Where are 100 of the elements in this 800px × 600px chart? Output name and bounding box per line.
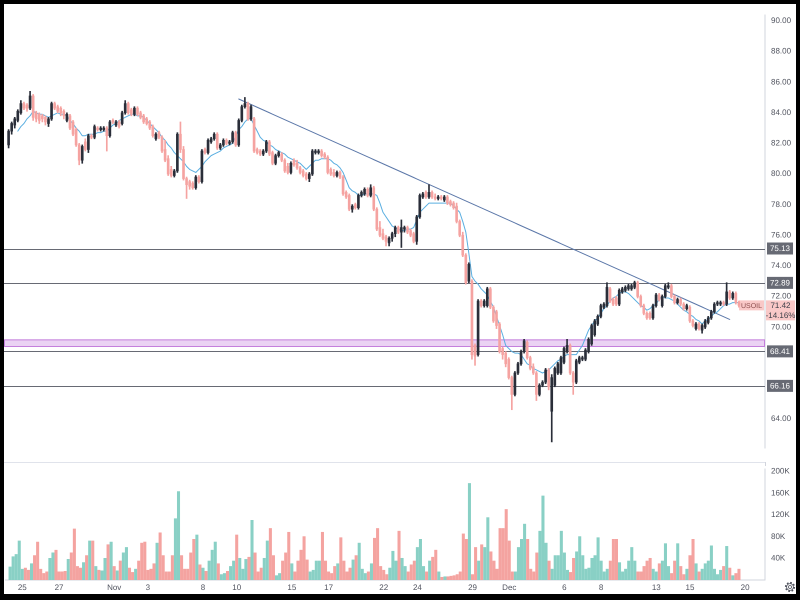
bar [336, 563, 340, 580]
x-tick-label: 13 [652, 583, 662, 592]
bar [385, 574, 388, 580]
bar [456, 574, 459, 580]
bar [554, 555, 557, 580]
y-tick-label: 40K [771, 554, 786, 563]
bar [118, 560, 122, 580]
bar [30, 563, 34, 580]
x-tick-label: 15 [686, 583, 695, 592]
bar [91, 540, 94, 580]
bar [348, 568, 352, 580]
bar [698, 572, 701, 580]
bar [94, 566, 98, 580]
bar [274, 575, 278, 580]
bar [78, 568, 82, 580]
bar [560, 530, 563, 580]
bar [664, 543, 667, 580]
y-tick-label: 70.00 [771, 322, 792, 332]
y-tick-label: 72.00 [771, 292, 792, 301]
bar [103, 558, 107, 580]
x-tick-label: 20 [740, 583, 750, 592]
bar [124, 547, 128, 580]
bar [440, 576, 444, 580]
bar [596, 537, 600, 580]
ref-line-label: 68.41 [770, 347, 791, 356]
bar [692, 538, 695, 580]
bar [64, 570, 67, 580]
bar [201, 568, 205, 580]
bar [446, 576, 450, 580]
x-tick-label: 10 [232, 583, 242, 592]
bar [82, 562, 86, 580]
bar [474, 547, 478, 580]
bar [278, 573, 282, 580]
bar [685, 568, 688, 580]
bar [180, 555, 184, 580]
ref-line-label: 75.13 [770, 244, 791, 254]
bar [658, 563, 661, 580]
y-tick-label: 160K [771, 488, 790, 498]
bar [134, 568, 138, 580]
bar [636, 572, 640, 580]
bar [354, 555, 358, 580]
bar [216, 563, 220, 580]
bar [425, 572, 428, 580]
annotation: 71.42 [770, 301, 792, 310]
bar [434, 550, 438, 580]
bar [192, 538, 196, 580]
bar [170, 555, 174, 580]
bar [88, 540, 92, 580]
bar [679, 566, 682, 580]
bar [110, 542, 113, 580]
bar [694, 563, 698, 580]
bar [541, 496, 544, 580]
bar [247, 556, 250, 580]
bar [320, 532, 324, 580]
bar [85, 555, 88, 580]
bar [72, 528, 76, 580]
bar [254, 552, 257, 580]
bar [418, 538, 422, 580]
y-tick-label: 86.00 [771, 77, 792, 86]
bar [382, 570, 386, 580]
bar [590, 558, 594, 580]
bar [250, 520, 254, 580]
bar [302, 536, 306, 580]
bar [572, 558, 576, 580]
y-tick-label: 80K [771, 532, 786, 541]
x-tick-label: 17 [324, 583, 334, 592]
bar [710, 545, 713, 580]
bar [578, 536, 582, 580]
bar [26, 570, 30, 580]
bar [51, 552, 54, 580]
y-tick-label: 200K [771, 466, 790, 476]
bar [152, 563, 156, 580]
bar [468, 483, 471, 580]
bar [428, 560, 432, 580]
bar [158, 532, 162, 580]
bar [728, 568, 732, 580]
bar [232, 560, 236, 580]
bar [391, 550, 394, 580]
bar [195, 534, 198, 580]
bar [400, 558, 404, 580]
bar [397, 530, 401, 580]
bar [704, 563, 707, 580]
bar [614, 538, 618, 580]
bar [116, 570, 119, 580]
y-tick-label: 88.00 [771, 46, 792, 56]
bar [140, 542, 144, 580]
bar [376, 528, 380, 580]
bar [652, 568, 655, 580]
bar [412, 560, 416, 580]
bar [612, 538, 615, 580]
x-tick-label: 27 [54, 583, 64, 592]
x-tick-label: Dec [502, 583, 516, 592]
bar [287, 532, 290, 580]
bar [260, 568, 263, 580]
bar [226, 570, 230, 580]
y-tick-label: 82.00 [771, 138, 792, 148]
bar [725, 546, 728, 580]
x-tick-label: 3 [146, 583, 151, 592]
bar [222, 573, 226, 580]
bar [462, 534, 465, 580]
